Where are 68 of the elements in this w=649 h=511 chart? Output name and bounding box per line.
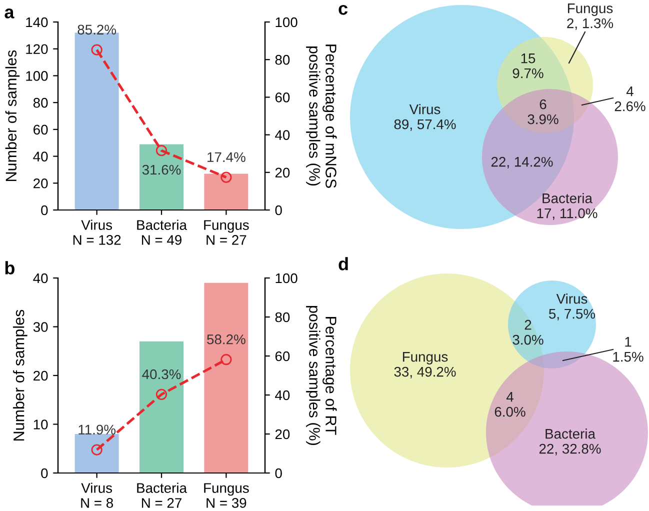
chart-title: a <box>4 8 14 18</box>
point <box>220 354 232 366</box>
y-tick-label: 20 <box>34 370 48 381</box>
y-axis-title: Number of samples <box>5 50 20 181</box>
y2-tick-label: 0 <box>275 205 282 216</box>
text: 4 2.6% <box>614 86 646 112</box>
chart-title: b <box>5 261 14 274</box>
bar <box>204 282 248 473</box>
y-tick-label: 30 <box>33 322 48 332</box>
text: 1 1.5% <box>613 337 644 362</box>
text: Fungus 2, 1.3% <box>567 4 614 30</box>
bar <box>74 434 119 473</box>
x-tick-label: Bacteria N = 27 <box>137 482 187 508</box>
bar <box>140 341 184 473</box>
y-tick-label: 80 <box>33 98 48 108</box>
data-label: 31.6% <box>142 164 181 175</box>
text: Bacteria 17, 11.0% <box>537 193 598 220</box>
data-label: 40.3% <box>142 369 181 380</box>
y2-tick-label: 40 <box>275 130 290 140</box>
bar <box>204 174 248 210</box>
data-label: 58.2% <box>207 334 246 344</box>
y2-tick-label: 100 <box>276 17 298 28</box>
y-tick-label: 40 <box>33 152 48 162</box>
point <box>156 388 168 400</box>
text: Fungus 33, 49.2% <box>394 352 456 378</box>
text: Virus 89, 57.4% <box>394 104 456 131</box>
y2-axis-title: Percentage of RT positive samples (%) <box>306 306 337 446</box>
point <box>91 44 102 56</box>
data-label: 85.2% <box>78 24 116 35</box>
y-tick-label: 0 <box>41 468 48 478</box>
y2-tick-label: 0 <box>275 468 282 478</box>
y-tick-label: 120 <box>26 44 48 54</box>
y2-tick-label: 100 <box>276 273 298 284</box>
y2-tick-label: 40 <box>275 390 290 400</box>
y-tick-label: 0 <box>41 205 48 216</box>
bar <box>140 144 184 210</box>
text: 15 9.7% <box>512 54 544 78</box>
text: 6 3.9% <box>528 99 558 124</box>
data-label: 17.4% <box>208 152 246 162</box>
y2-tick-label: 60 <box>275 351 290 362</box>
y2-axis-title: Percentage of mNGS positive samples (%) <box>306 44 337 188</box>
x-tick-label: Bacteria N = 49 <box>137 220 187 245</box>
text: Bacteria 22, 32.8% <box>539 428 601 456</box>
y2-tick-label: 80 <box>275 312 290 322</box>
x-tick-label: Fungus N = 39 <box>204 483 249 508</box>
y-axis-title: Number of samples <box>13 310 28 440</box>
y-tick-label: 20 <box>34 178 48 188</box>
data-label: 11.9% <box>78 424 116 435</box>
y-tick-label: 60 <box>34 124 48 135</box>
x-tick-label: Fungus N = 27 <box>204 220 249 245</box>
x-tick-label: Virus N = 8 <box>81 482 113 508</box>
point <box>220 172 232 183</box>
y-tick-label: 140 <box>26 17 48 28</box>
y2-tick-label: 60 <box>275 92 290 102</box>
y-tick-label: 100 <box>26 71 48 81</box>
y2-tick-label: 20 <box>275 168 290 178</box>
text: 2 3.0% <box>512 320 544 345</box>
text: Virus 5, 7.5% <box>549 294 596 320</box>
text: 4 6.0% <box>494 392 526 417</box>
y2-tick-label: 20 <box>275 429 290 440</box>
x-tick-label: Virus N = 132 <box>73 220 121 245</box>
y-tick-label: 10 <box>34 420 48 430</box>
y-tick-label: 40 <box>33 273 48 284</box>
y2-tick-label: 80 <box>275 54 290 65</box>
text: d <box>338 257 348 270</box>
text: c <box>338 4 348 15</box>
point <box>156 145 168 156</box>
text: 22, 14.2% <box>491 156 553 168</box>
